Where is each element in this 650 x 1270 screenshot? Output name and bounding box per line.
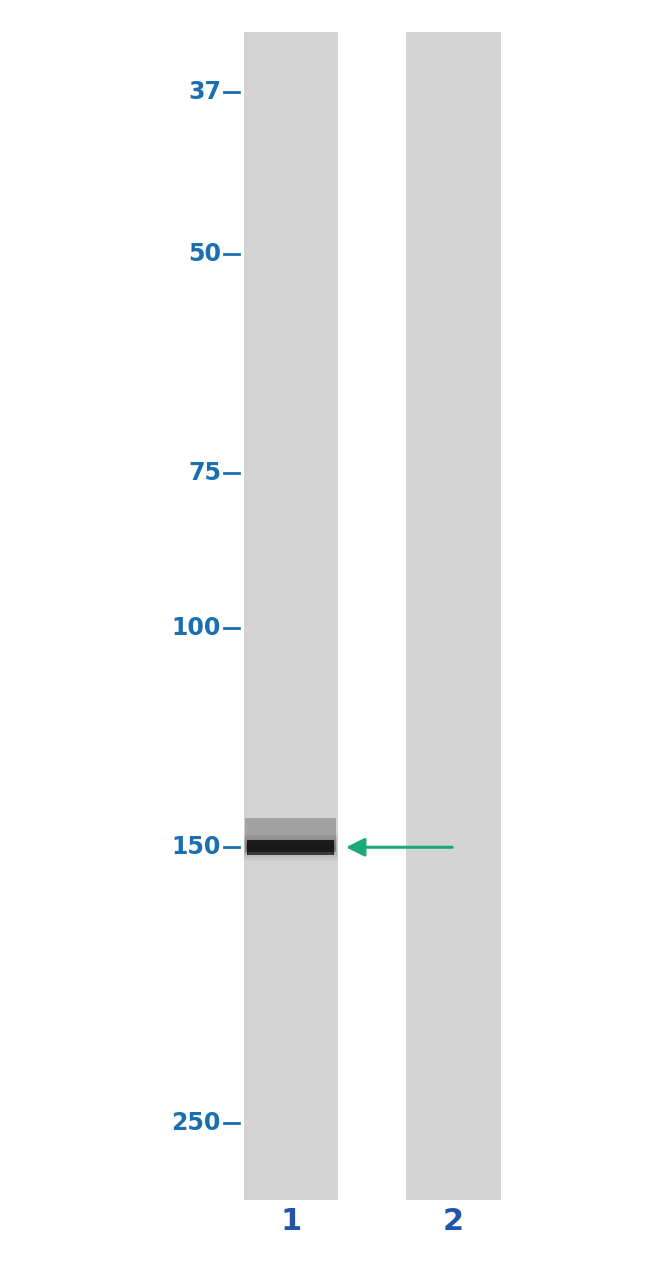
Text: 37: 37: [188, 80, 221, 104]
Text: 50: 50: [188, 243, 221, 267]
Bar: [244, 838, 337, 857]
Bar: [246, 845, 335, 850]
Bar: [246, 846, 335, 848]
Bar: [244, 32, 338, 1200]
Bar: [244, 836, 337, 859]
Text: 250: 250: [172, 1111, 221, 1135]
Text: 100: 100: [172, 616, 221, 640]
Text: 2: 2: [443, 1208, 464, 1236]
Bar: [406, 32, 500, 1200]
Bar: [243, 833, 338, 861]
Bar: [245, 818, 336, 852]
Bar: [245, 841, 336, 855]
Bar: [247, 839, 334, 855]
Text: 150: 150: [172, 836, 221, 860]
Bar: [248, 852, 333, 855]
Bar: [246, 843, 335, 851]
Text: 75: 75: [188, 461, 221, 485]
Text: 1: 1: [280, 1208, 302, 1236]
Bar: [244, 834, 337, 860]
Bar: [244, 839, 337, 856]
Bar: [245, 842, 336, 852]
